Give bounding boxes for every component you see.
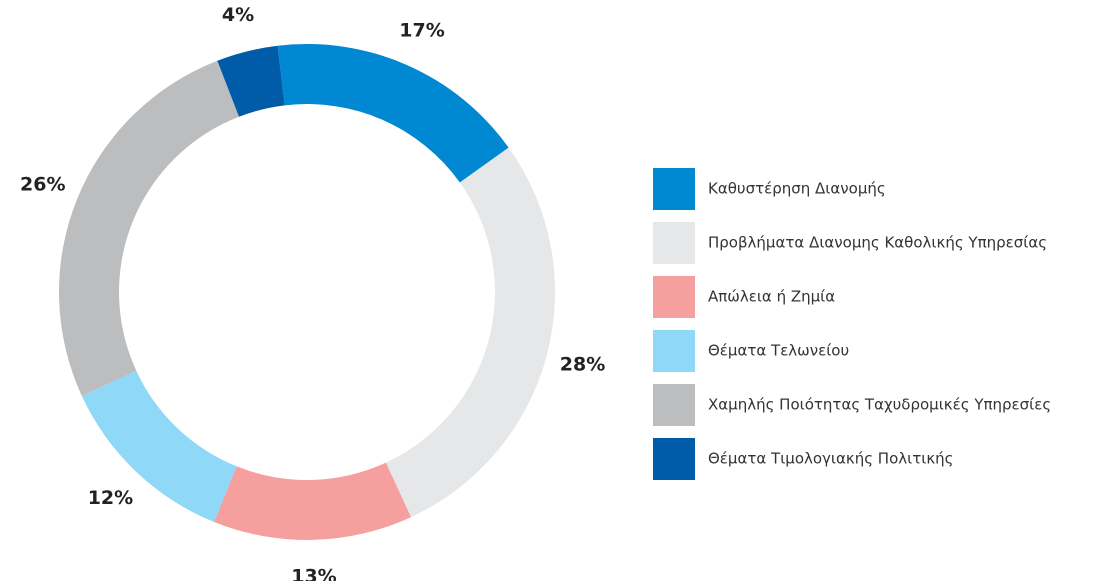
legend-label: Θέματα Τιμολογιακής Πολιτικής xyxy=(708,450,953,468)
donut-slice xyxy=(81,370,237,522)
donut-slice xyxy=(59,60,240,397)
donut-slice xyxy=(214,462,412,540)
value-label: 12% xyxy=(88,487,133,509)
donut-slice xyxy=(385,147,555,518)
legend-label: Προβλήματα Διανομης Καθολικής Υπηρεσίας xyxy=(708,234,1047,252)
legend-swatch xyxy=(653,276,695,318)
legend-swatch xyxy=(653,384,695,426)
value-label: 26% xyxy=(20,174,65,196)
legend-swatch xyxy=(653,330,695,372)
value-label: 17% xyxy=(399,20,444,42)
legend-swatch xyxy=(653,438,695,480)
legend-label: Χαμηλής Ποιότητας Ταχυδρομικές Υπηρεσίες xyxy=(708,396,1051,414)
legend-label: Θέματα Τελωνείου xyxy=(708,342,849,360)
legend-label: Καθυστέρηση Διανομής xyxy=(708,180,886,198)
donut-slice xyxy=(277,43,509,183)
value-label: 4% xyxy=(222,4,254,26)
legend-label: Απώλεια ή Ζημία xyxy=(708,288,835,306)
legend-swatch xyxy=(653,222,695,264)
legend-swatch xyxy=(653,168,695,210)
value-label: 28% xyxy=(560,353,605,375)
value-label: 13% xyxy=(291,565,336,581)
donut-slice xyxy=(217,45,285,117)
